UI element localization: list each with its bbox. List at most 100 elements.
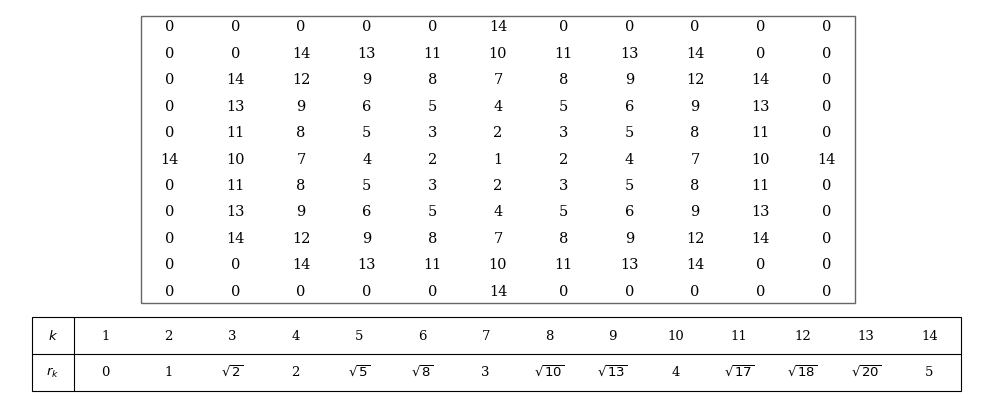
Text: 12: 12 [686,232,704,246]
Text: 0: 0 [165,73,174,87]
Text: 0: 0 [165,126,174,140]
Text: 8: 8 [559,232,569,246]
Text: 2: 2 [493,126,503,140]
Text: 13: 13 [620,258,638,273]
Text: 11: 11 [227,126,245,140]
Text: 0: 0 [165,285,174,299]
Text: 11: 11 [423,258,441,273]
Text: 2: 2 [559,152,569,167]
Text: 0: 0 [165,100,174,114]
Text: 0: 0 [822,285,831,299]
Text: 0: 0 [362,20,372,34]
Text: 0: 0 [362,285,372,299]
Text: 3: 3 [559,179,569,193]
Text: 10: 10 [226,152,245,167]
Text: 14: 14 [686,47,704,61]
Text: 14: 14 [292,258,310,273]
Text: 3: 3 [427,179,437,193]
Text: 12: 12 [686,73,704,87]
Text: 9: 9 [362,73,372,87]
Text: 8: 8 [296,179,306,193]
Text: 7: 7 [493,73,503,87]
Text: 3: 3 [427,126,437,140]
Text: 10: 10 [668,330,684,343]
Text: 8: 8 [559,73,569,87]
Text: $\sqrt{10}$: $\sqrt{10}$ [534,365,565,380]
Text: 1: 1 [165,366,173,379]
Text: 14: 14 [489,285,507,299]
Text: 0: 0 [427,20,437,34]
Text: 0: 0 [559,285,569,299]
Text: 13: 13 [226,100,245,114]
Text: 8: 8 [545,330,554,343]
Text: 5: 5 [427,205,437,219]
Text: 0: 0 [756,47,765,61]
Text: 0: 0 [231,47,240,61]
Text: 10: 10 [751,152,770,167]
Text: 5: 5 [624,126,634,140]
Text: 0: 0 [165,205,174,219]
Text: 11: 11 [555,258,573,273]
Text: 0: 0 [296,285,306,299]
Text: 5: 5 [427,100,437,114]
Text: 14: 14 [686,258,704,273]
Text: 11: 11 [751,179,769,193]
Text: 1: 1 [493,152,503,167]
Text: 6: 6 [624,100,634,114]
Text: 3: 3 [559,126,569,140]
Text: 8: 8 [427,232,437,246]
Text: 9: 9 [624,232,634,246]
Text: 0: 0 [690,20,700,34]
Text: 0: 0 [822,179,831,193]
Text: 10: 10 [489,258,507,273]
Text: 9: 9 [691,100,700,114]
Text: 0: 0 [231,258,240,273]
Text: 3: 3 [481,366,490,379]
Text: 0: 0 [231,285,240,299]
Text: $\sqrt{18}$: $\sqrt{18}$ [787,365,818,380]
Text: 12: 12 [292,232,310,246]
Text: 0: 0 [101,366,109,379]
Text: 0: 0 [822,232,831,246]
Text: 0: 0 [690,285,700,299]
Text: 4: 4 [291,330,300,343]
Text: $\sqrt{20}$: $\sqrt{20}$ [851,365,882,380]
Text: 8: 8 [427,73,437,87]
Text: 14: 14 [751,73,769,87]
Text: 11: 11 [423,47,441,61]
Text: 11: 11 [555,47,573,61]
Text: 0: 0 [822,47,831,61]
Text: $\sqrt{13}$: $\sqrt{13}$ [597,365,628,380]
Text: $\sqrt{8}$: $\sqrt{8}$ [412,365,433,380]
Text: 0: 0 [165,258,174,273]
Text: 14: 14 [227,73,245,87]
Text: 5: 5 [355,330,363,343]
Text: 11: 11 [227,179,245,193]
Text: 14: 14 [921,330,938,343]
Text: 8: 8 [296,126,306,140]
Text: 0: 0 [231,20,240,34]
Text: 12: 12 [292,73,310,87]
Text: 0: 0 [624,285,634,299]
Text: 7: 7 [481,330,490,343]
Text: 8: 8 [690,126,700,140]
Text: 9: 9 [624,73,634,87]
Text: 6: 6 [624,205,634,219]
Text: 4: 4 [493,205,503,219]
Text: 14: 14 [817,152,836,167]
Text: 13: 13 [620,47,638,61]
Text: 13: 13 [751,100,770,114]
Text: 2: 2 [427,152,437,167]
Text: 12: 12 [794,330,811,343]
Text: 8: 8 [690,179,700,193]
Text: 11: 11 [751,126,769,140]
Text: 0: 0 [427,285,437,299]
Text: 5: 5 [362,179,372,193]
Text: 9: 9 [296,205,305,219]
Text: 7: 7 [493,232,503,246]
Text: 2: 2 [291,366,300,379]
Text: 0: 0 [822,20,831,34]
Text: $\sqrt{2}$: $\sqrt{2}$ [221,365,244,380]
Text: 0: 0 [165,232,174,246]
Text: 4: 4 [624,152,634,167]
